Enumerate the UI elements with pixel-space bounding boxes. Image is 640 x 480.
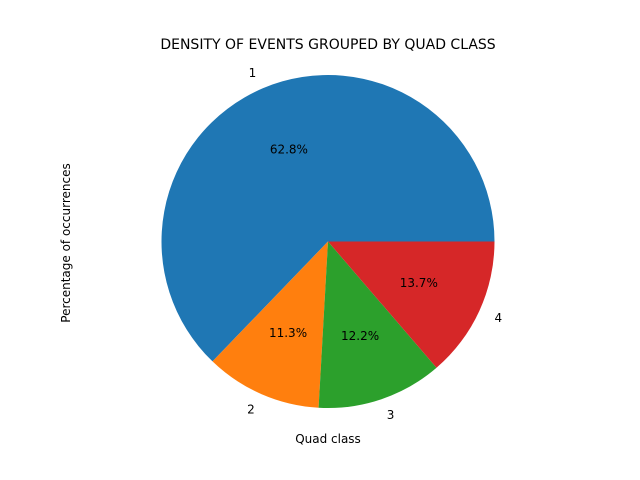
- slice-category-label-4: 4: [494, 311, 502, 325]
- chart-title: DENSITY OF EVENTS GROUPED BY QUAD CLASS: [160, 37, 495, 53]
- pie-slice-3: [318, 241, 437, 408]
- pie-slice-1: [161, 74, 495, 362]
- slice-category-label-2: 2: [247, 402, 255, 416]
- pie-slice-2: [212, 241, 328, 408]
- slice-percent-label-3: 12.2%: [341, 329, 379, 343]
- slice-category-label-3: 3: [387, 408, 395, 422]
- x-axis-label: Quad class: [295, 432, 361, 446]
- pie-slice-4: [328, 241, 495, 368]
- slice-percent-label-1: 62.8%: [270, 143, 308, 157]
- y-axis-label: Percentage of occurrences: [59, 163, 73, 322]
- slice-percent-label-4: 13.7%: [400, 276, 438, 290]
- slice-percent-label-2: 11.3%: [269, 326, 307, 340]
- pie-slices: [161, 74, 495, 408]
- pie-labels: 62.8% 1 11.3% 2 12.2% 3 13.7% 4: [247, 66, 502, 422]
- slice-category-label-1: 1: [249, 66, 257, 80]
